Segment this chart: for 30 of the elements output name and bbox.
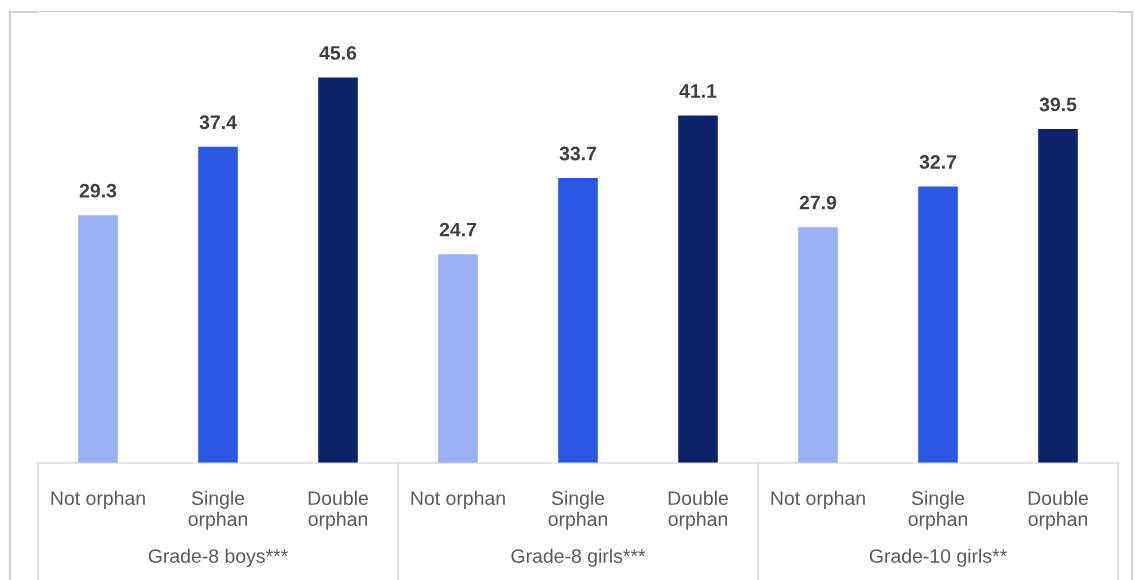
x-tick-label: Not orphan xyxy=(771,490,865,509)
bar xyxy=(318,77,358,463)
x-tick-label: Single orphan xyxy=(908,490,968,530)
bar xyxy=(918,186,958,463)
bar xyxy=(438,254,478,463)
data-label: 32.7 xyxy=(919,155,957,169)
bar xyxy=(678,115,718,463)
x-tick-label: Not orphan xyxy=(51,490,145,509)
data-label: 27.9 xyxy=(799,195,837,210)
bar xyxy=(558,178,598,463)
x-tick-label: Double orphan xyxy=(308,490,368,530)
x-tick-label: Double orphan xyxy=(1028,490,1088,530)
data-label: 45.6 xyxy=(319,46,357,60)
text: Grade-8 girls*** xyxy=(511,548,646,567)
bar xyxy=(1038,129,1078,463)
data-label: 29.3 xyxy=(79,183,117,198)
text: Grade-10 girls** xyxy=(869,548,1007,567)
data-label: 39.5 xyxy=(1039,97,1077,112)
bar xyxy=(798,227,838,463)
data-label: 33.7 xyxy=(559,146,597,161)
data-label: 37.4 xyxy=(199,115,237,130)
bar xyxy=(198,146,238,463)
bar xyxy=(78,215,118,463)
text: Grade-8 boys*** xyxy=(148,548,288,567)
x-tick-label: Not orphan xyxy=(411,490,505,509)
x-tick-label: Double orphan xyxy=(668,490,728,530)
data-label: 24.7 xyxy=(439,222,477,237)
x-tick-label: Single orphan xyxy=(188,490,248,530)
x-tick-label: Single orphan xyxy=(548,490,608,530)
data-label: 41.1 xyxy=(679,84,717,98)
